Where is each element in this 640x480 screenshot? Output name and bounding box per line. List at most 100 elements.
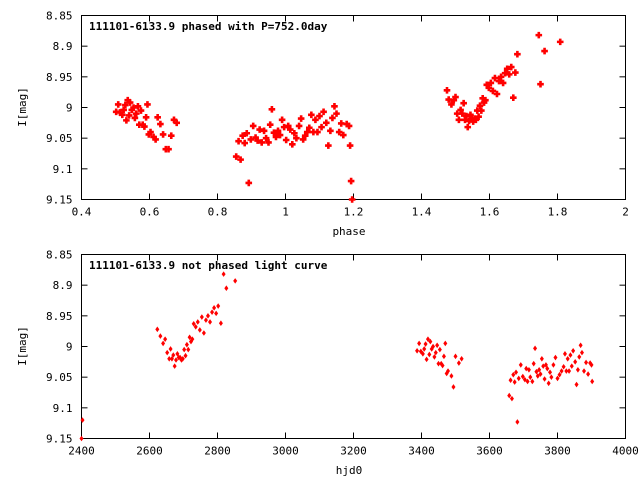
data-point [457,106,464,114]
unphased-data-points [79,271,595,442]
data-point [141,123,148,130]
data-point [436,360,441,367]
data-point [464,123,472,131]
data-point [428,338,433,345]
data-point [163,336,168,342]
data-point [569,363,574,369]
data-point [203,317,208,323]
data-point [467,111,474,119]
data-point [254,137,261,144]
data-point [435,342,440,349]
data-point [161,340,166,347]
data-point [218,320,223,326]
unphased-plot-frame [81,254,626,439]
data-point [534,368,539,375]
data-point [308,111,315,119]
data-point [233,278,238,284]
data-point [437,346,442,353]
data-point [524,365,529,372]
data-point [565,355,570,362]
data-point [429,346,434,352]
data-point [582,368,587,374]
x-tick-label: 2800 [204,445,231,458]
data-point [112,108,120,116]
x-tick-label: 2600 [136,445,163,458]
data-point [239,132,246,140]
data-point [433,349,438,356]
data-point [459,110,466,117]
data-point [476,102,484,109]
phased-x-ticks: 0.4 0.6 0.8 1 1.2 1.4 1.6 1.8 2 [72,15,629,219]
data-point [276,131,284,139]
data-point [210,309,215,315]
data-point [543,362,548,368]
data-point [537,80,544,88]
data-point [473,107,481,114]
unphased-y-ticks: 8.85 8.9 8.95 9 9.05 9.1 9.15 [46,249,626,446]
data-point [432,354,437,360]
x-tick-label: 0.8 [208,206,228,219]
data-point [549,374,554,380]
data-point [449,373,454,379]
data-point [183,352,188,359]
data-point [190,336,195,342]
data-point [314,128,321,136]
data-point [123,117,130,124]
data-point [509,94,517,101]
data-point [265,139,272,146]
data-point [559,368,564,374]
data-point [79,435,84,442]
phased-x-axis-label: phase [332,225,365,238]
data-point [286,126,294,133]
data-point [346,142,354,149]
data-point [291,129,298,137]
data-point [424,356,429,363]
data-point [590,378,595,385]
data-point [459,355,464,362]
data-point [427,351,432,358]
data-point [144,101,151,108]
data-point [232,153,240,160]
data-point [431,343,436,350]
data-point [448,101,455,108]
data-point [443,87,451,94]
data-point [535,373,540,379]
data-point [515,419,520,425]
data-point [584,359,589,366]
data-point [579,349,584,356]
data-point [235,137,242,145]
data-point [511,371,516,378]
data-point [167,132,175,140]
y-tick-label: 8.85 [46,249,73,262]
data-point [289,141,296,148]
data-point [152,136,159,143]
data-point [577,354,582,360]
data-point [139,121,146,128]
data-point [303,128,311,136]
data-point [260,127,268,135]
data-point [586,371,591,377]
x-tick-label: 1.4 [412,206,432,219]
data-point [564,368,569,374]
data-point [179,357,184,363]
data-point [208,319,213,325]
data-point [247,136,255,143]
data-point [522,376,527,383]
data-point [538,371,543,377]
data-point [420,351,425,357]
data-point [422,346,427,352]
data-point [325,142,332,149]
data-point [337,120,345,127]
y-tick-label: 9.15 [46,194,73,207]
data-point [199,314,204,320]
y-tick-label: 9.05 [46,132,73,145]
data-point [541,363,546,369]
data-point [453,110,461,117]
data-point [157,120,164,128]
data-point [472,116,480,124]
data-point [272,133,280,141]
data-point [116,109,124,116]
data-point [125,112,133,119]
data-point [518,362,523,368]
data-point [323,119,330,127]
